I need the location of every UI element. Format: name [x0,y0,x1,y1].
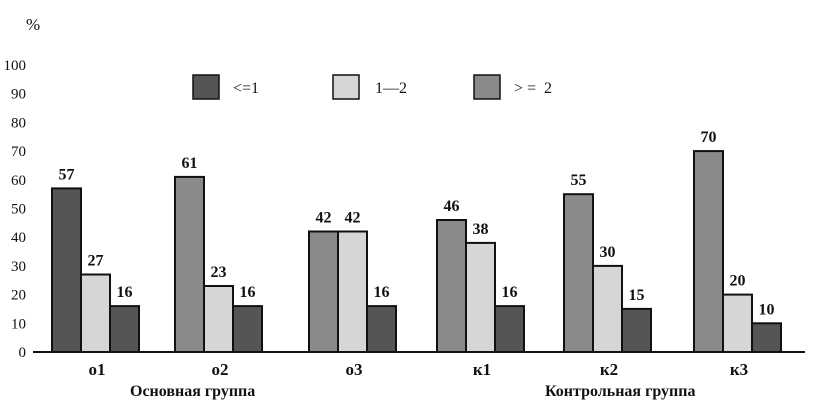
bar [465,241,496,353]
y-tick-label: 70 [11,144,26,160]
data-label: 23 [211,264,227,281]
y-tick-label: 80 [11,115,26,131]
category-label: к2 [600,360,618,379]
data-label: 42 [345,210,361,227]
bar [232,305,263,354]
bar [337,230,368,353]
bar [693,150,724,353]
y-tick-label: 30 [11,259,26,275]
y-tick-label: 40 [11,230,26,246]
bar [366,305,397,354]
unit-label: % [26,15,40,34]
bar [308,230,339,353]
y-tick-label: 0 [19,345,27,361]
data-label: 42 [316,210,332,227]
legend: <=1 1—2 > = 2 [192,74,552,100]
y-tick-label: 90 [11,87,26,103]
y-tick-label: 100 [4,58,27,74]
data-label: 27 [88,253,104,270]
bar [722,293,753,354]
legend-swatch-2 [332,74,360,100]
bar [203,285,234,353]
data-label: 30 [600,244,616,261]
bars: 57 27 16 61 23 16 42 42 16 46 38 16 55 30 15 70 20 10 [51,129,782,354]
bar [51,187,82,353]
data-label: 16 [502,284,518,301]
category-label: к1 [473,360,491,379]
legend-label-3: > = 2 [514,80,552,97]
y-tick-label: 60 [11,173,26,189]
legend-label-2: 1—2 [375,80,407,97]
data-label: 16 [240,284,256,301]
data-label: 61 [182,155,198,172]
data-label: 70 [701,129,717,146]
y-tick-label: 10 [11,316,26,332]
group-label-main: Основная группа [130,383,255,400]
bar [174,175,205,353]
bar [494,305,525,354]
group-label-control: Контрольная группа [545,383,695,400]
bar [563,193,594,353]
bar [436,219,467,353]
bar [621,307,652,353]
data-label: 55 [571,172,587,189]
legend-label-1: <=1 [233,80,259,97]
legend-swatch-3 [473,74,501,100]
y-axis: 0 10 20 30 40 50 60 70 80 90 100 [4,58,27,361]
bar [109,305,140,354]
legend-swatch-1 [192,74,220,100]
data-label: 20 [730,273,746,290]
category-labels: о1 о2 о3 к1 к2 к3 [89,360,749,379]
y-tick-label: 20 [11,288,26,304]
category-label: о1 [89,360,106,379]
data-label: 38 [473,221,489,238]
data-label: 46 [444,198,460,215]
data-label: 15 [629,287,645,304]
bar [80,273,111,353]
category-label: к3 [730,360,748,379]
category-label: о2 [212,360,229,379]
data-label: 16 [117,284,133,301]
bar [592,264,623,353]
data-label: 10 [759,301,775,318]
data-label: 16 [374,284,390,301]
bar [751,322,782,353]
data-label: 57 [59,166,75,183]
y-tick-label: 50 [11,202,26,218]
category-label: о3 [346,360,363,379]
